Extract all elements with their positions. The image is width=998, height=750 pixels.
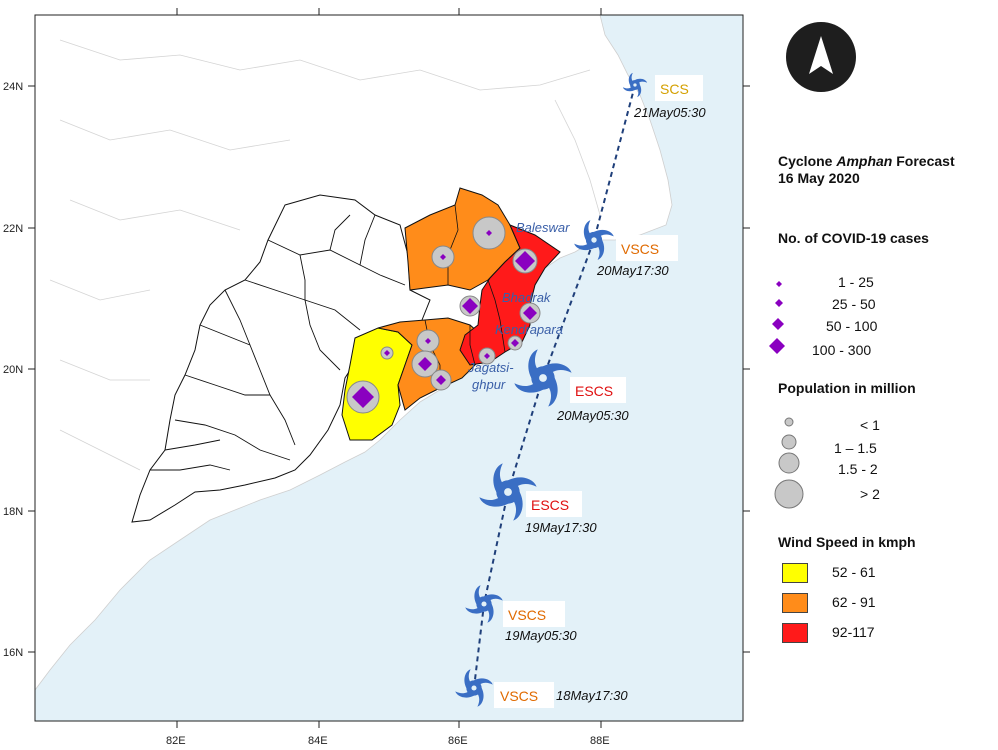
track-time: 19May05:30 [505,628,577,643]
district-lines [150,214,406,471]
wind-swatch [782,563,808,583]
track-category: SCS [660,81,689,97]
population-legend-item: 1 – 1.5 [834,440,877,456]
lat-tick: 24N [3,81,23,93]
wind-legend-item: 62 - 91 [832,594,876,610]
covid-legend-symbols [769,281,785,354]
place-labels: Baleswar Bhadrak Kendrapara Jagatsi- ghp… [467,220,570,392]
lat-tick: 22N [3,223,23,235]
place-label: Jagatsi- [467,360,514,375]
population-legend-symbols [774,417,804,509]
covid-legend-item: 50 - 100 [826,318,878,334]
covid-legend-item: 100 - 300 [812,342,872,358]
graticule-ticks [28,8,750,728]
population-legend-title: Population in million [778,380,916,396]
track-time: 20May17:30 [596,263,669,278]
legend-panel: Cyclone Amphan Forecast 16 May 2020 No. … [760,0,998,750]
lon-tick: 82E [166,735,186,747]
wind-swatch [782,593,808,613]
track-time: 19May17:30 [525,520,597,535]
place-label: Bhadrak [502,290,552,305]
axis-labels: 82E 84E 86E 88E 24N 22N 20N 18N 16N [3,81,610,747]
wind-legend-item: 92-117 [832,624,875,640]
track-category: ESCS [575,383,613,399]
covid-legend-item: 25 - 50 [832,296,876,312]
wind-swatch [782,623,808,643]
lon-tick: 88E [590,735,610,747]
cyclone-map: SCS 21May05:30 VSCS 20May17:30 ESCS 20Ma… [3,8,750,747]
lat-tick: 16N [3,647,23,659]
covid-legend-item: 1 - 25 [838,274,874,290]
track-time: 21May05:30 [633,105,706,120]
lon-tick: 86E [448,735,468,747]
north-arrow-icon [786,22,856,92]
track-time: 20May05:30 [556,408,629,423]
track-category: VSCS [500,688,538,704]
wind-legend-title: Wind Speed in kmph [778,534,916,550]
place-label: Baleswar [516,220,570,235]
track-category: VSCS [508,607,546,623]
map-frame [34,14,744,722]
population-legend-item: > 2 [860,486,880,502]
population-circles [346,216,541,414]
lat-tick: 20N [3,364,23,376]
population-legend-item: < 1 [860,417,880,433]
track-category: ESCS [531,497,569,513]
lon-tick: 84E [308,735,328,747]
track-labels: SCS 21May05:30 VSCS 20May17:30 ESCS 20Ma… [494,75,706,708]
population-legend-item: 1.5 - 2 [838,461,878,477]
odisha-outline [131,194,431,523]
map-title: Cyclone Amphan Forecast 16 May 2020 [778,153,955,186]
wind-legend-item: 52 - 61 [832,564,876,580]
track-category: VSCS [621,241,659,257]
covid-markers [352,230,537,408]
track-time: 18May17:30 [556,688,628,703]
place-label: ghpur [472,377,506,392]
place-label: Kendrapara [495,322,563,337]
state-boundaries [49,39,601,471]
lat-tick: 18N [3,506,23,518]
covid-legend-title: No. of COVID-19 cases [778,230,929,246]
